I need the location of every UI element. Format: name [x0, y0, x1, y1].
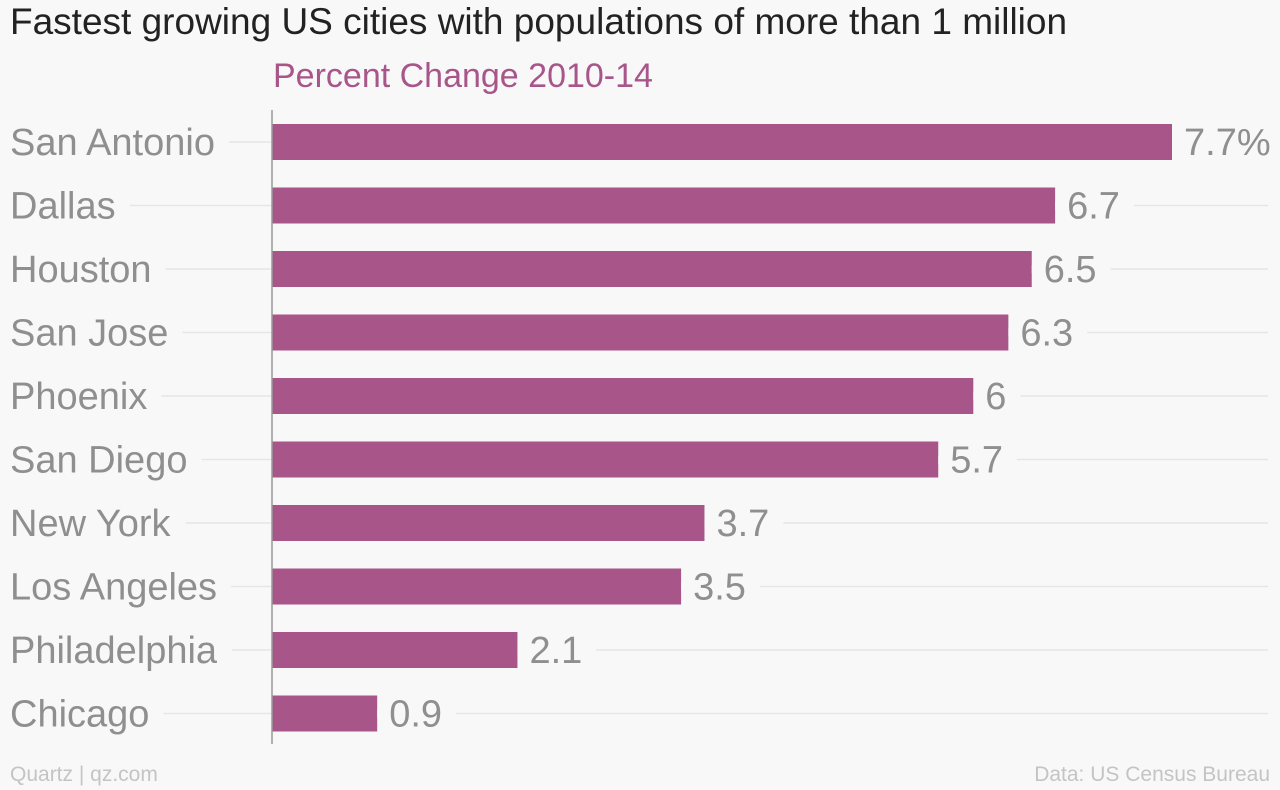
category-label: Dallas: [10, 186, 116, 228]
value-label-mask: [1008, 328, 1088, 337]
category-label: Chicago: [10, 694, 149, 736]
chart-subtitle: Percent Change 2010-14: [273, 57, 653, 95]
gridlines: [10, 141, 1268, 715]
label-mask: [0, 582, 232, 591]
value-label: 2.1: [529, 630, 582, 672]
value-label: 5.7: [950, 440, 1003, 482]
category-label: Philadelphia: [10, 630, 218, 672]
value-label-mask: [1031, 265, 1111, 273]
label-mask: [0, 709, 164, 718]
value-label-mask: [517, 646, 597, 654]
value-label-mask: [1055, 201, 1134, 210]
value-label: 6.5: [1044, 249, 1097, 291]
value-label-mask: [704, 519, 784, 527]
value-label: 6.7: [1067, 186, 1120, 228]
value-label: 3.5: [693, 567, 746, 609]
value-label: 7.7%: [1184, 122, 1271, 164]
value-label: 0.9: [389, 694, 442, 736]
value-label: 3.7: [716, 503, 769, 545]
bar: [272, 632, 518, 668]
bar: [272, 251, 1032, 287]
label-mask: [0, 519, 186, 527]
bar: [272, 695, 378, 732]
value-label: 6: [985, 376, 1006, 418]
bar: [272, 505, 705, 541]
value-label: 6.3: [1020, 313, 1073, 355]
label-mask: [0, 328, 183, 337]
bar: [272, 441, 939, 478]
value-label-mask: [681, 582, 760, 591]
category-label: New York: [10, 503, 172, 545]
label-mask: [0, 646, 232, 654]
bar: [272, 124, 1172, 160]
category-label: Phoenix: [10, 376, 147, 418]
bar: [272, 378, 974, 414]
bar: [272, 187, 1056, 224]
footer-credit: Quartz | qz.com: [10, 763, 158, 786]
label-mask: [0, 201, 130, 210]
value-label-mask: [938, 455, 1018, 464]
label-mask: [0, 138, 229, 146]
category-label: San Jose: [10, 313, 168, 355]
category-labels: San Antonio Dallas Houston San Jose Phoenix S…: [0, 122, 232, 736]
footer-source: Data: US Census Bureau: [1034, 763, 1270, 786]
category-label: San Antonio: [10, 122, 215, 164]
bars: [272, 124, 1172, 732]
value-label-mask: [377, 709, 457, 718]
category-label: Los Angeles: [10, 567, 217, 609]
category-label: Houston: [10, 249, 152, 291]
label-mask: [0, 455, 202, 464]
bar: [272, 314, 1009, 351]
value-label-mask: [973, 392, 1021, 400]
value-labels: 7.7% 6.7 6.5 6.3 6 5.7 3.7 3.5 2.1 0.9: [377, 122, 1280, 736]
chart-title: Fastest growing US cities with populatio…: [10, 1, 1068, 42]
bar: [272, 568, 682, 605]
category-label: San Diego: [10, 440, 187, 482]
label-mask: [0, 392, 162, 400]
value-label-mask: [1172, 138, 1280, 146]
label-mask: [0, 265, 166, 273]
